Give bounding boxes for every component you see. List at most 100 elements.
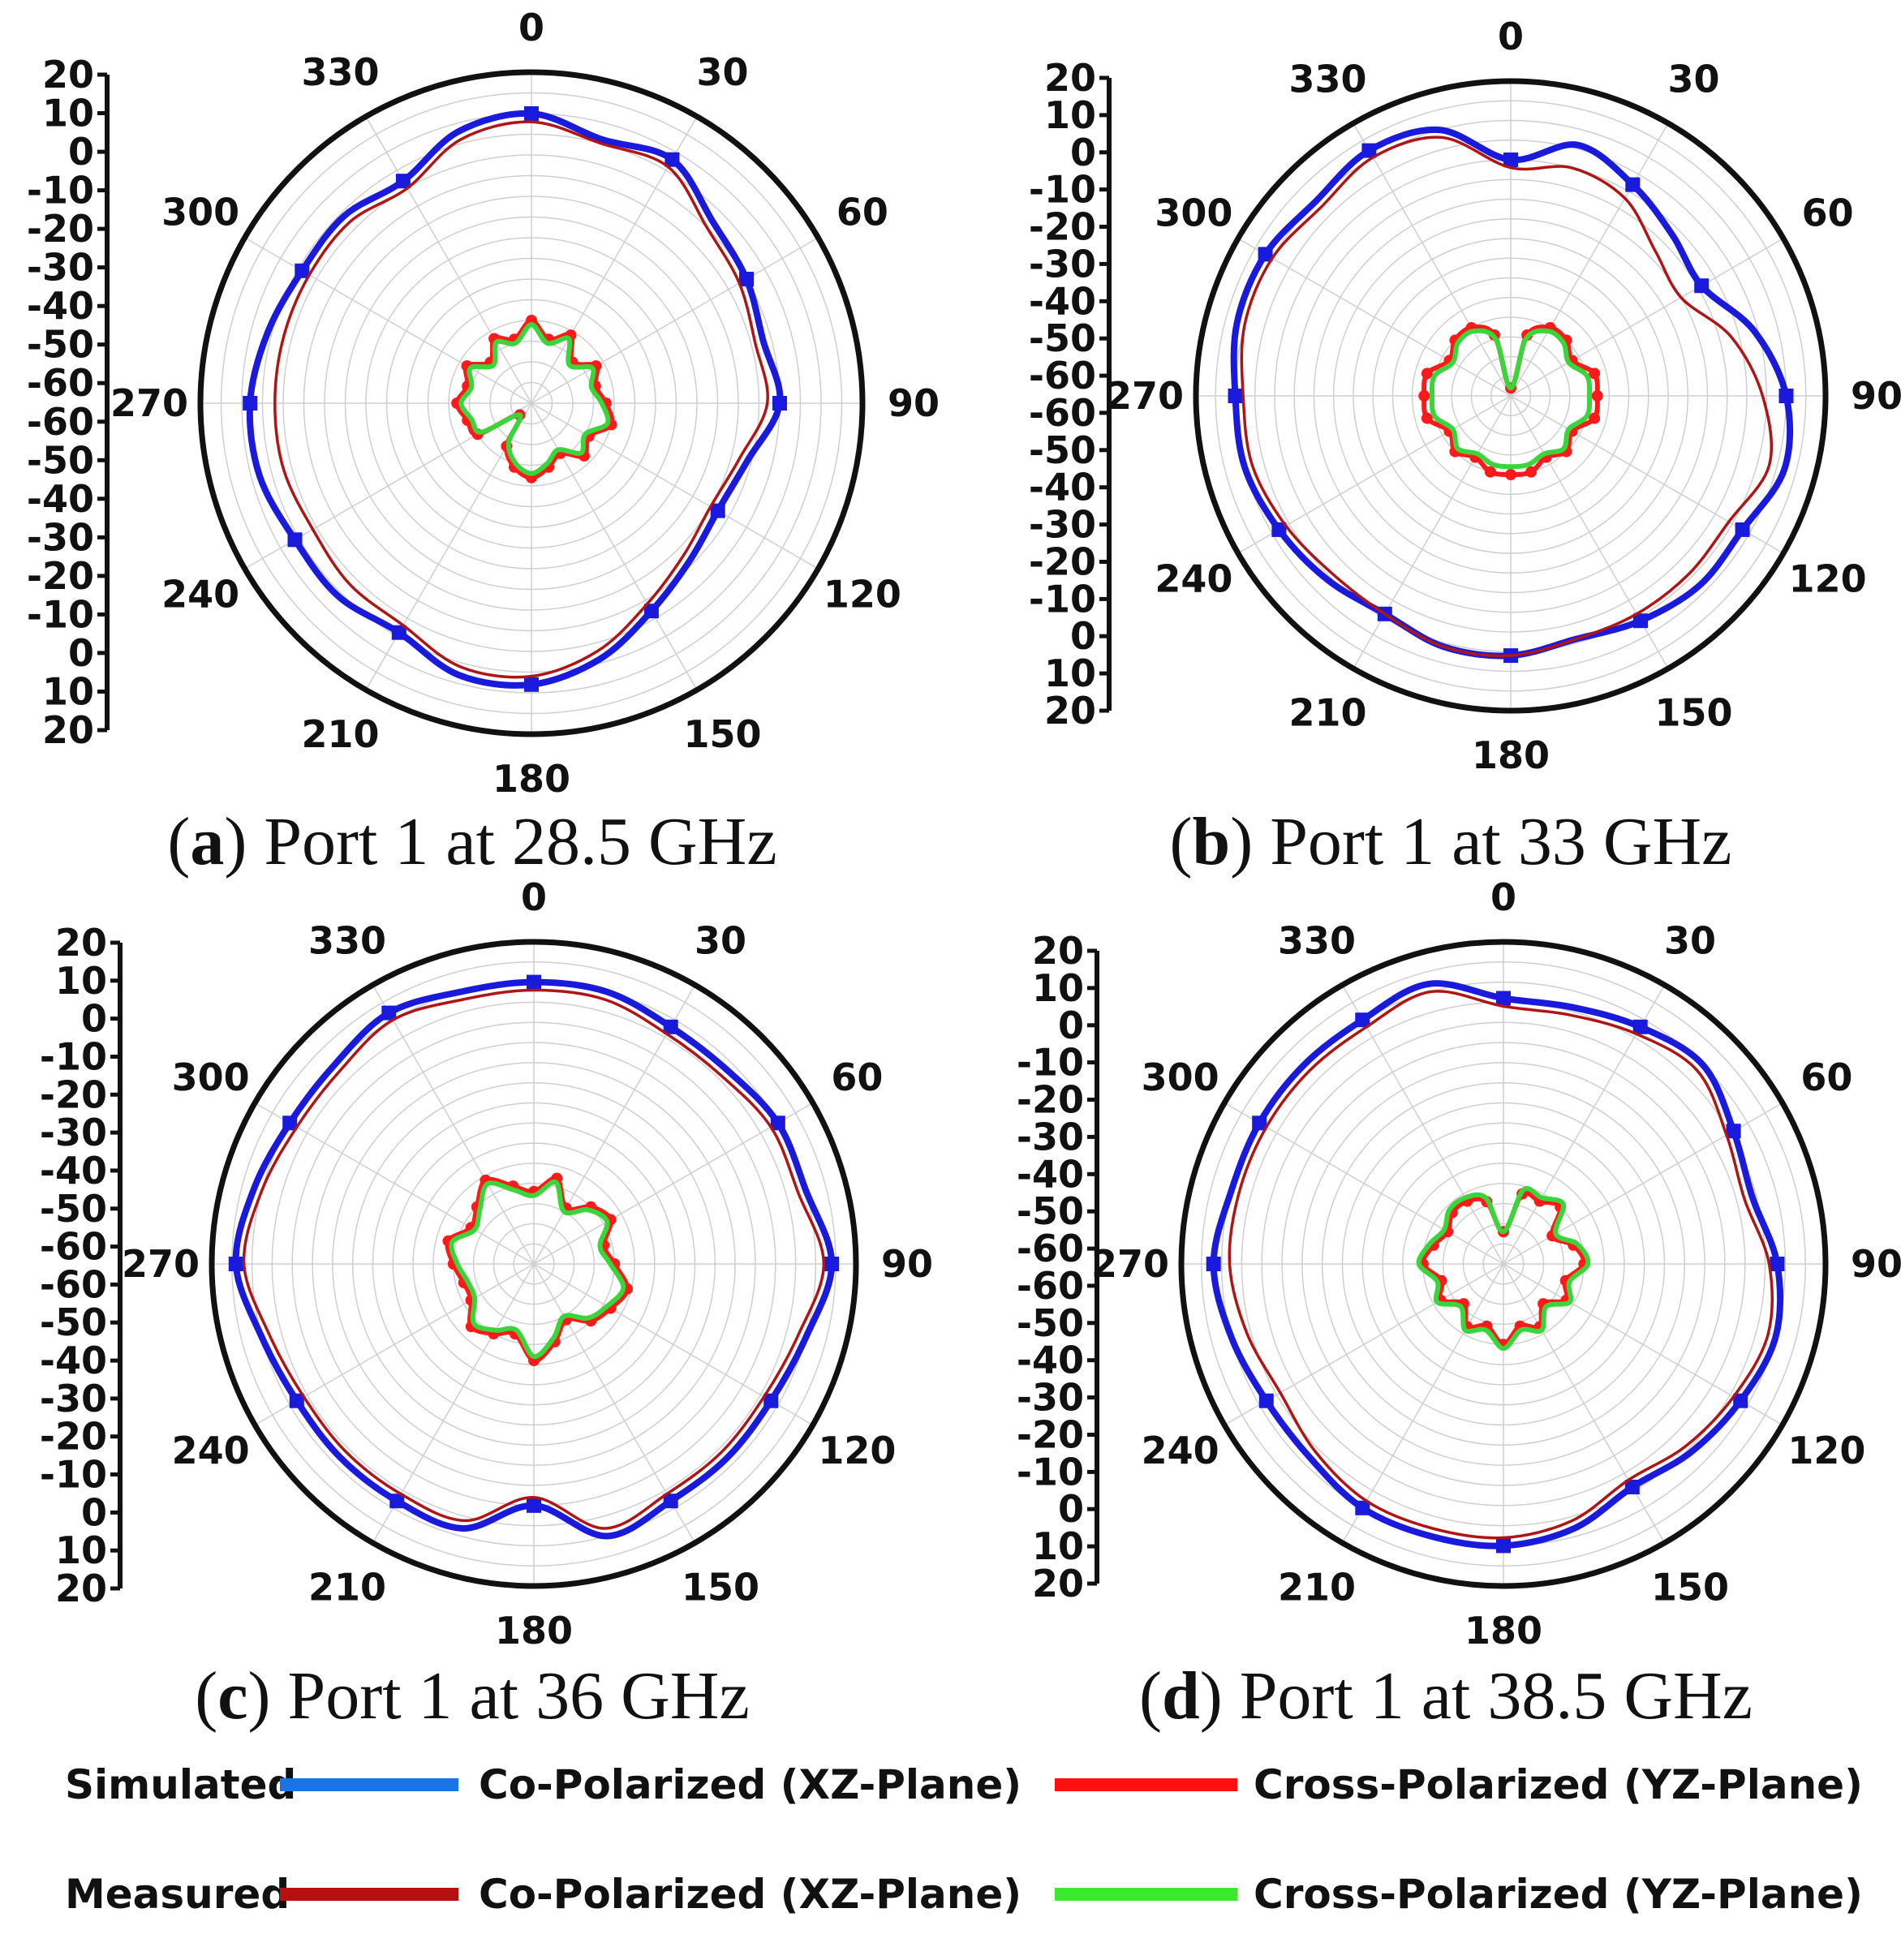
data-point xyxy=(1505,469,1516,480)
radial-tick-label: -20 xyxy=(27,554,94,598)
radial-tick-label: 20 xyxy=(1032,1562,1084,1605)
radial-tick-label: -30 xyxy=(27,515,94,559)
data-point xyxy=(395,174,411,189)
angle-label-90: 90 xyxy=(888,381,940,425)
data-point xyxy=(524,106,539,121)
radial-tick-label: -40 xyxy=(27,284,94,328)
grid-spoke xyxy=(531,402,819,570)
grid-spoke xyxy=(531,237,819,404)
angle-label-240: 240 xyxy=(1142,1429,1219,1472)
data-point xyxy=(282,1115,298,1131)
radial-tick-label: -50 xyxy=(1017,1189,1084,1233)
radial-tick-label: -20 xyxy=(1017,1413,1084,1457)
radial-tick-label: -40 xyxy=(40,1339,107,1382)
angle-label-150: 150 xyxy=(683,712,761,756)
radial-tick-label: 20 xyxy=(1044,56,1096,100)
data-point xyxy=(763,1393,779,1408)
outer-circle xyxy=(1178,939,1829,1589)
radial-tick-label: 10 xyxy=(1032,966,1084,1010)
radial-tick-label: 0 xyxy=(1058,1004,1084,1047)
radial-tick-label: 0 xyxy=(68,130,94,174)
angle-label-210: 210 xyxy=(1288,691,1366,735)
radial-tick-label: -20 xyxy=(40,1072,107,1116)
data-point xyxy=(664,152,680,167)
grid-spoke xyxy=(1503,1263,1666,1544)
angle-label-210: 210 xyxy=(301,712,379,756)
radial-tick-label: -60 xyxy=(40,1262,107,1306)
grid-spoke xyxy=(372,984,535,1265)
data-point xyxy=(1625,177,1641,192)
grid-spoke xyxy=(254,1102,535,1265)
angle-label-0: 0 xyxy=(1498,15,1524,58)
radial-tick-label: -10 xyxy=(40,1453,107,1497)
radial-tick-label: -30 xyxy=(40,1377,107,1421)
radial-tick-label: -40 xyxy=(1017,1152,1084,1196)
grid-spoke xyxy=(1510,122,1669,397)
data-point xyxy=(824,1257,840,1271)
radial-tick-label: -20 xyxy=(27,207,94,251)
radial-tick-label: -30 xyxy=(1017,1376,1084,1420)
angle-label-30: 30 xyxy=(695,919,746,963)
radial-tick-label: 10 xyxy=(1044,651,1096,695)
angle-label-240: 240 xyxy=(1155,557,1232,601)
angle-label-120: 120 xyxy=(818,1429,896,1472)
data-point xyxy=(1355,1500,1370,1515)
angle-label-150: 150 xyxy=(1654,691,1732,735)
angle-label-30: 30 xyxy=(1667,57,1719,101)
radial-tick-label: 10 xyxy=(55,1528,107,1572)
data-point xyxy=(1418,390,1430,402)
radial-tick-label: -60 xyxy=(27,361,94,405)
data-point xyxy=(663,1494,678,1509)
radial-tick-label: 20 xyxy=(55,1567,107,1610)
radial-tick-label: 0 xyxy=(81,1490,107,1534)
radial-tick-label: 10 xyxy=(42,670,94,714)
radial-tick-label: -10 xyxy=(1029,168,1096,212)
angle-label-180: 180 xyxy=(1472,733,1550,777)
data-point xyxy=(770,1115,785,1131)
radial-tick-label: -40 xyxy=(27,477,94,521)
radial-tick-label: -10 xyxy=(40,1035,107,1079)
angle-label-60: 60 xyxy=(1802,191,1854,235)
angle-label-0: 0 xyxy=(521,875,547,919)
grid-spoke xyxy=(1341,984,1504,1265)
radial-tick-label: 20 xyxy=(42,708,94,752)
angle-label-30: 30 xyxy=(1664,919,1716,963)
panel-caption-c: (c) Port 1 at 36 GHz xyxy=(195,1658,750,1734)
angle-label-0: 0 xyxy=(518,6,544,49)
radial-tick-label: -50 xyxy=(27,438,94,482)
angle-label-330: 330 xyxy=(308,919,386,963)
radial-tick-label: -10 xyxy=(1029,577,1096,621)
grid-spoke xyxy=(1510,238,1784,397)
data-point xyxy=(1591,390,1603,402)
polar-chart-c: 030609012015018021024027030033020100-10-… xyxy=(40,875,933,1653)
data-point xyxy=(295,263,310,278)
radial-tick-label: 0 xyxy=(1058,1487,1084,1531)
series-line-measured-co xyxy=(242,988,826,1530)
radial-tick-label: -30 xyxy=(1029,503,1096,547)
radial-tick-label: 10 xyxy=(55,959,107,1003)
radial-tick-label: 0 xyxy=(81,997,107,1041)
grid-spoke xyxy=(1341,1263,1504,1544)
legend-row-label: Simulated xyxy=(65,1761,296,1808)
angle-label-330: 330 xyxy=(301,50,379,94)
data-point xyxy=(287,532,303,548)
data-point xyxy=(527,974,541,990)
angle-label-300: 300 xyxy=(1142,1055,1219,1099)
radial-tick-label: -60 xyxy=(1017,1227,1084,1270)
data-point xyxy=(1496,991,1511,1006)
angle-label-270: 270 xyxy=(122,1242,200,1286)
radial-tick-label: 10 xyxy=(1032,1524,1084,1568)
outer-circle xyxy=(209,939,859,1589)
data-point xyxy=(739,272,754,286)
radial-tick-label: -30 xyxy=(27,246,94,290)
radial-tick-label: -20 xyxy=(40,1415,107,1459)
angle-label-150: 150 xyxy=(682,1565,759,1609)
data-point xyxy=(289,1393,304,1408)
data-point xyxy=(663,1019,678,1034)
legend-entry-label: Cross-Polarized (YZ-Plane) xyxy=(1254,1761,1863,1808)
angle-label-180: 180 xyxy=(1464,1609,1542,1653)
series-line-simulated-co xyxy=(246,110,784,689)
data-point xyxy=(243,396,258,410)
data-point xyxy=(1228,389,1243,403)
legend-row-label: Measured xyxy=(65,1871,290,1918)
